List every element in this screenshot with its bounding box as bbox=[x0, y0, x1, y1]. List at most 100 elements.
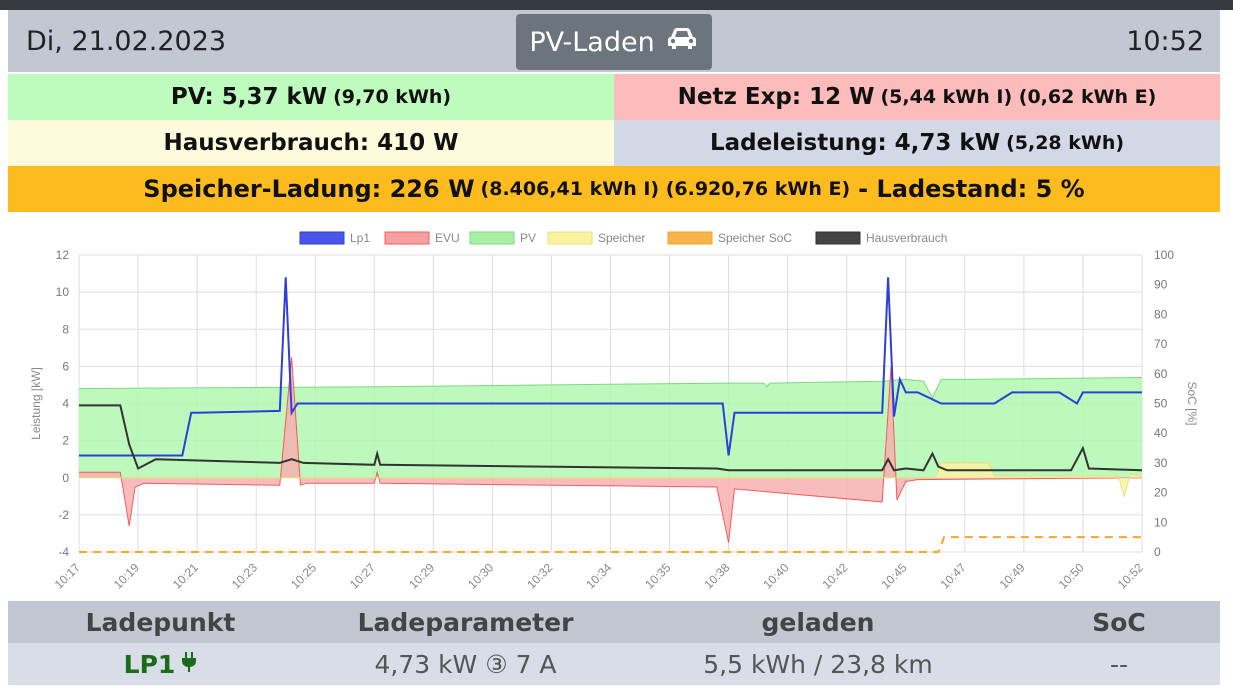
pv-cell: PV: 5,37 kW (9,70 kWh) bbox=[8, 74, 614, 120]
legend-swatch bbox=[815, 231, 861, 245]
cell-soc: -- bbox=[1109, 649, 1129, 679]
legend-label: PV bbox=[520, 231, 536, 245]
charge-mode-label: PV-Laden bbox=[529, 26, 655, 58]
chargepoint-link[interactable]: LP1 bbox=[124, 650, 198, 679]
x-tick-label: 10:19 bbox=[111, 560, 142, 591]
legend-swatch bbox=[469, 231, 515, 245]
legend-label: Speicher SoC bbox=[718, 231, 792, 245]
y2-tick-label: 50 bbox=[1154, 397, 1168, 411]
battery-power: Speicher-Ladung: 226 W bbox=[143, 175, 475, 203]
car-icon bbox=[665, 27, 699, 58]
cell-ladeparameter: 4,73 kW ③ 7 A bbox=[374, 649, 557, 679]
chargepoint-table: Ladepunkt Ladeparameter geladen SoC LP1 … bbox=[8, 601, 1220, 685]
y-tick-label: 0 bbox=[62, 471, 69, 485]
x-tick-label: 10:35 bbox=[642, 560, 673, 591]
house-consumption: Hausverbrauch: 410 W bbox=[163, 130, 459, 156]
pv-power: PV: 5,37 kW bbox=[170, 84, 328, 110]
y-tick-label: -4 bbox=[58, 545, 69, 559]
x-tick-label: 10:49 bbox=[997, 560, 1028, 591]
y-tick-label: -2 bbox=[58, 508, 69, 522]
table-header-row: Ladepunkt Ladeparameter geladen SoC bbox=[8, 601, 1220, 643]
table-row: LP1 4,73 kW ③ 7 A 5,5 kWh / 23,8 km -- bbox=[8, 643, 1220, 685]
y2-tick-label: 40 bbox=[1154, 426, 1168, 440]
y2-tick-label: 90 bbox=[1154, 278, 1168, 292]
y2-tick-label: 10 bbox=[1154, 515, 1168, 529]
legend-label: EVU bbox=[435, 231, 460, 245]
x-tick-label: 10:25 bbox=[288, 560, 319, 591]
series-line-pv bbox=[78, 377, 1143, 400]
header-ladepunkt: Ladepunkt bbox=[85, 607, 236, 637]
chargepoint-name: LP1 bbox=[123, 649, 176, 679]
header-ladeparameter: Ladeparameter bbox=[357, 607, 574, 637]
summary-row-1: PV: 5,37 kW (9,70 kWh) Netz Exp: 12 W (5… bbox=[8, 74, 1220, 120]
time-display: 10:52 bbox=[1126, 26, 1204, 57]
legend-swatch bbox=[384, 231, 430, 245]
y-tick-label: 2 bbox=[62, 434, 69, 448]
x-tick-label: 10:32 bbox=[524, 560, 555, 591]
charging-energy: (5,28 kWh) bbox=[1006, 132, 1125, 154]
series-area-evu bbox=[79, 357, 1142, 543]
y2-tick-label: 70 bbox=[1154, 337, 1168, 351]
x-tick-label: 10:21 bbox=[170, 560, 201, 591]
y-tick-label: 4 bbox=[62, 397, 69, 411]
x-tick-label: 10:17 bbox=[52, 560, 83, 591]
x-tick-label: 10:52 bbox=[1115, 560, 1146, 591]
legend-label: Lp1 bbox=[350, 231, 370, 245]
header-geladen: geladen bbox=[761, 607, 875, 637]
y-tick-label: 10 bbox=[56, 285, 70, 299]
x-tick-label: 10:30 bbox=[465, 560, 496, 591]
battery-energy: (8.406,41 kWh I) (6.920,76 kWh E) bbox=[480, 178, 851, 200]
summary-row-2: Hausverbrauch: 410 W Ladeleistung: 4,73 … bbox=[8, 120, 1220, 166]
y2-tick-label: 20 bbox=[1154, 486, 1168, 500]
series-line-evu bbox=[79, 357, 1143, 543]
y2-tick-label: 0 bbox=[1154, 545, 1161, 559]
x-tick-label: 10:47 bbox=[938, 560, 969, 591]
charging-power-cell: Ladeleistung: 4,73 kW (5,28 kWh) bbox=[614, 120, 1220, 166]
battery-cell: Speicher-Ladung: 226 W (8.406,41 kWh I) … bbox=[8, 166, 1220, 212]
cell-geladen: 5,5 kWh / 23,8 km bbox=[703, 649, 933, 679]
y2-tick-label: 80 bbox=[1154, 307, 1168, 321]
header: Di, 21.02.2023 PV-Laden 10:52 bbox=[8, 10, 1220, 72]
legend-swatch bbox=[667, 231, 713, 245]
power-chart-svg: -4 -2 0 2 4 6 8 10 12 0 10 20 30 40 50 60 70 80 90 100 10:17… bbox=[29, 231, 1199, 592]
y2-tick-label: 100 bbox=[1154, 248, 1174, 262]
y2-axis-label: SoC [%] bbox=[1185, 381, 1199, 425]
series-line-hausverbrauch bbox=[79, 404, 1143, 472]
y-tick-label: 6 bbox=[62, 359, 69, 373]
cell-ladepunkt: LP1 bbox=[8, 643, 313, 685]
summary-row-3: Speicher-Ladung: 226 W (8.406,41 kWh I) … bbox=[8, 166, 1220, 212]
legend-label: Speicher bbox=[598, 231, 645, 245]
grid-energy: (5,44 kWh I) (0,62 kWh E) bbox=[880, 86, 1157, 108]
legend-swatch bbox=[299, 231, 345, 245]
x-tick-label: 10:38 bbox=[701, 560, 732, 591]
charging-power: Ladeleistung: 4,73 kW bbox=[709, 130, 1001, 156]
top-bar bbox=[0, 0, 1233, 10]
y2-tick-label: 30 bbox=[1154, 456, 1168, 470]
y-axis-label: Leistung [kW] bbox=[29, 367, 43, 440]
series-line-speicher bbox=[79, 462, 1143, 499]
battery-soc: - Ladestand: 5 % bbox=[858, 175, 1085, 203]
header-soc: SoC bbox=[1092, 607, 1146, 637]
x-tick-label: 10:29 bbox=[406, 560, 437, 591]
x-tick-label: 10:42 bbox=[819, 560, 850, 591]
plug-icon bbox=[181, 650, 197, 679]
grid-power: Netz Exp: 12 W bbox=[677, 84, 875, 110]
x-tick-label: 10:40 bbox=[760, 560, 791, 591]
x-tick-label: 10:34 bbox=[583, 560, 614, 591]
x-tick-label: 10:27 bbox=[347, 560, 378, 591]
legend-swatch bbox=[547, 231, 593, 245]
series-line-lp1 bbox=[79, 277, 1142, 457]
charge-mode-button[interactable]: PV-Laden bbox=[516, 14, 712, 70]
x-tick-label: 10:23 bbox=[229, 560, 260, 591]
grid-cell: Netz Exp: 12 W (5,44 kWh I) (0,62 kWh E) bbox=[614, 74, 1220, 120]
date-display: Di, 21.02.2023 bbox=[26, 26, 227, 57]
x-tick-label: 10:45 bbox=[879, 560, 910, 591]
y-tick-label: 8 bbox=[62, 322, 69, 336]
pv-energy: (9,70 kWh) bbox=[333, 86, 452, 108]
x-tick-label: 10:50 bbox=[1056, 560, 1087, 591]
house-consumption-cell: Hausverbrauch: 410 W bbox=[8, 120, 614, 166]
y2-tick-label: 60 bbox=[1154, 367, 1168, 381]
power-chart: -4 -2 0 2 4 6 8 10 12 0 10 20 30 40 50 60 70 80 90 100 10:17… bbox=[0, 222, 1233, 600]
y-tick-label: 12 bbox=[56, 248, 70, 262]
legend-label: Hausverbrauch bbox=[866, 231, 947, 245]
